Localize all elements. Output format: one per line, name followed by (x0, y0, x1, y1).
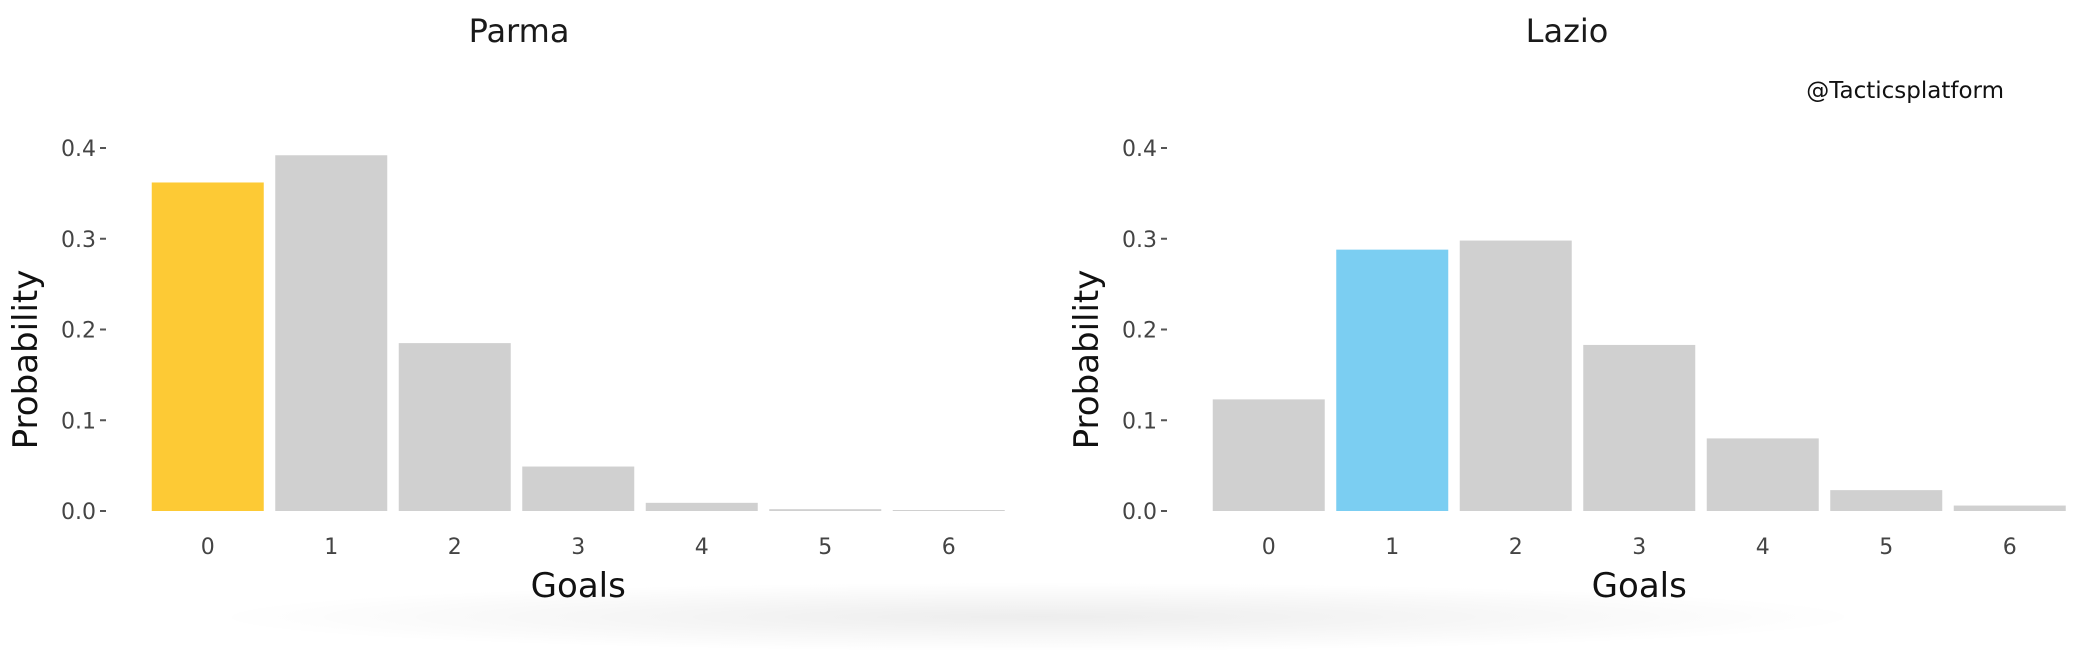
x-tick-label: 5 (1879, 535, 1893, 560)
x-tick-label: 3 (1632, 535, 1646, 560)
bar-4 (1706, 438, 1819, 511)
x-tick-label: 4 (695, 535, 709, 560)
bar-6 (892, 510, 1005, 511)
x-tick-label: 0 (201, 535, 215, 560)
bar-0 (151, 182, 264, 512)
x-tick-label: 5 (818, 535, 832, 560)
y-tick-label: 0.3 (61, 228, 96, 253)
x-tick-label: 3 (571, 535, 585, 560)
bar-2 (1459, 240, 1572, 511)
bar-1 (275, 155, 388, 511)
bar-3 (522, 466, 635, 511)
y-axis-label: Probability (6, 270, 46, 450)
x-axis-label: Goals (531, 566, 626, 606)
chart-panel-lazio: Lazio @Tacticsplatform 0.0 0.1 0.2 0.3 0.4 0 1… (1058, 0, 2076, 612)
chart-title: Parma (468, 12, 570, 50)
x-tick-label: 6 (2003, 535, 2017, 560)
x-tick-label: 1 (1385, 535, 1399, 560)
bar-1 (1336, 249, 1449, 511)
y-tick-label: 0.0 (1122, 500, 1157, 525)
x-axis-label: Goals (1592, 566, 1687, 606)
x-tick-label: 4 (1756, 535, 1770, 560)
y-tick-label: 0.1 (1122, 409, 1157, 434)
chart-title: Lazio (1525, 12, 1609, 50)
bar-chart-lazio: 0.0 0.1 0.2 0.3 0.4 0 1 2 3 4 5 6 Goals Probability (1067, 137, 2066, 606)
bar-5 (769, 509, 882, 511)
x-tick-label: 2 (1509, 535, 1523, 560)
watermark: @Tacticsplatform (1806, 78, 2004, 104)
x-tick-label: 1 (324, 535, 338, 560)
bar-3 (1583, 344, 1696, 511)
y-tick-label: 0.4 (61, 137, 96, 162)
bar-6 (1953, 505, 2066, 511)
y-tick-label: 0.2 (61, 319, 96, 344)
x-tick-label: 0 (1262, 535, 1276, 560)
bar-2 (398, 343, 511, 511)
y-tick-label: 0.2 (1122, 319, 1157, 344)
x-tick-label: 2 (448, 535, 462, 560)
x-tick-label: 6 (942, 535, 956, 560)
bar-5 (1830, 490, 1943, 511)
chart-panel-parma: Parma 0.0 0.1 0.2 0.3 0.4 0 1 2 3 4 5 6 Goals Probabi… (0, 0, 1038, 612)
y-tick-label: 0.3 (1122, 228, 1157, 253)
bar-4 (645, 502, 758, 511)
y-tick-label: 0.0 (61, 500, 96, 525)
bottom-shadow (200, 582, 1876, 652)
y-tick-label: 0.1 (61, 409, 96, 434)
bar-chart-parma: 0.0 0.1 0.2 0.3 0.4 0 1 2 3 4 5 6 Goals Probability (6, 137, 1005, 606)
y-axis-label: Probability (1067, 270, 1107, 450)
y-tick-label: 0.4 (1122, 137, 1157, 162)
bar-0 (1212, 399, 1325, 511)
